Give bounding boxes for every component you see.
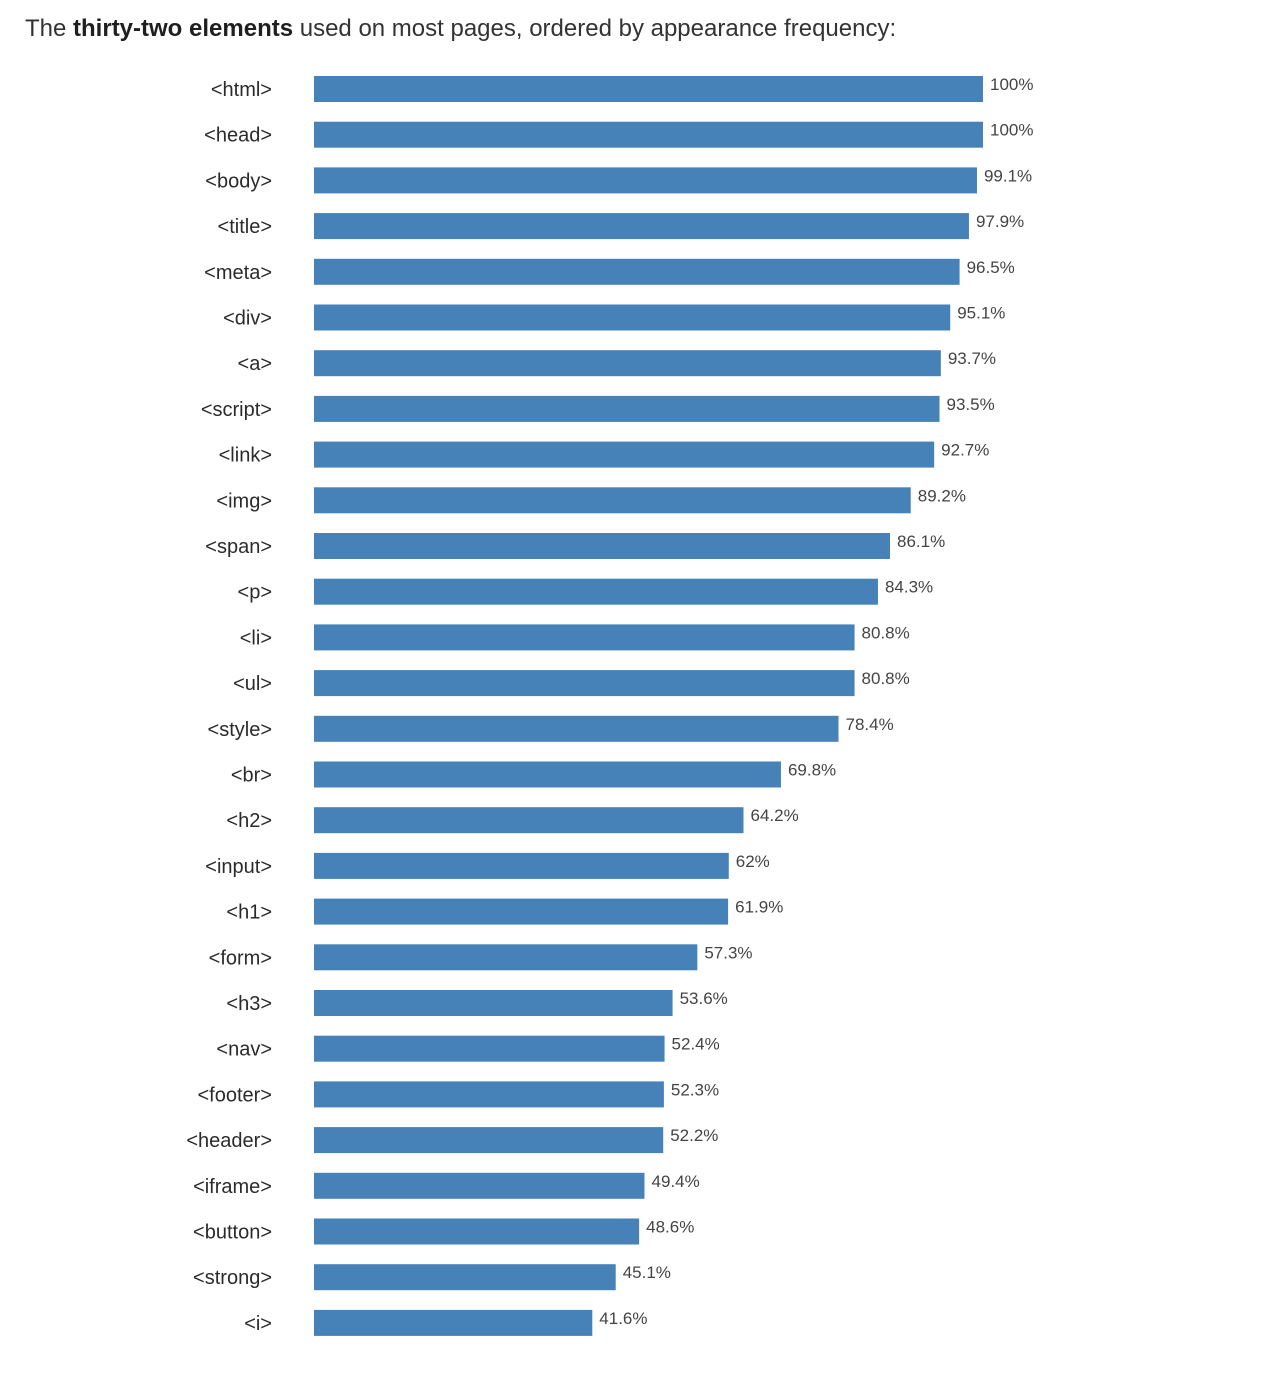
category-label: <i>	[244, 1313, 272, 1335]
category-label: <h3>	[226, 993, 272, 1015]
chart-caption: The thirty-two elements used on most pag…	[25, 12, 896, 46]
bar	[314, 1309, 593, 1336]
caption-suffix: used on most pages, ordered by appearanc…	[293, 15, 897, 42]
value-label: 57.3%	[704, 943, 752, 962]
bar	[314, 898, 729, 925]
category-label: <header>	[186, 1130, 272, 1152]
bar	[314, 761, 781, 788]
caption-bold: thirty-two elements	[73, 15, 294, 42]
value-label: 84.3%	[885, 578, 933, 597]
bar	[314, 1264, 616, 1291]
bar	[314, 1035, 665, 1062]
value-label: 96.5%	[967, 258, 1015, 277]
category-label: <body>	[205, 170, 272, 192]
category-label: <br>	[231, 765, 272, 787]
bar	[314, 213, 969, 240]
category-label: <html>	[211, 79, 272, 101]
category-label: <link>	[219, 445, 272, 467]
bar	[314, 304, 951, 331]
value-label: 53.6%	[680, 989, 728, 1008]
category-label: <img>	[216, 490, 272, 512]
category-label: <h2>	[226, 810, 272, 832]
bar	[314, 533, 891, 559]
value-label: 100%	[990, 121, 1033, 140]
value-label: 49.4%	[651, 1172, 699, 1191]
bar	[314, 578, 878, 605]
bar	[314, 944, 698, 971]
value-label: 78.4%	[845, 715, 893, 734]
bar	[314, 807, 744, 834]
category-label: <button>	[193, 1222, 272, 1244]
category-label: <meta>	[204, 262, 272, 284]
category-label: <input>	[205, 856, 272, 878]
category-label: <form>	[209, 947, 272, 969]
category-label: <style>	[208, 719, 272, 741]
bar	[314, 167, 977, 194]
value-label: 69.8%	[788, 761, 836, 780]
value-label: 52.3%	[671, 1080, 719, 1099]
category-label: <h1>	[226, 902, 272, 924]
value-label: 62%	[736, 852, 770, 871]
value-label: 45.1%	[623, 1263, 671, 1282]
bar	[314, 76, 983, 102]
category-label: <title>	[218, 216, 272, 238]
bar	[314, 670, 855, 697]
value-label: 64.2%	[750, 806, 798, 825]
category-label: <span>	[205, 536, 272, 558]
category-label: <nav>	[216, 1039, 272, 1061]
bar	[314, 1127, 664, 1154]
category-label: <p>	[238, 582, 272, 604]
value-label: 99.1%	[984, 166, 1032, 185]
value-label: 93.7%	[948, 349, 996, 368]
value-label: 95.1%	[957, 304, 1005, 323]
value-label: 80.8%	[862, 669, 910, 688]
value-label: 52.4%	[672, 1035, 720, 1054]
value-label: 92.7%	[941, 441, 989, 460]
bar	[314, 624, 855, 651]
value-label: 61.9%	[735, 898, 783, 917]
category-label: <script>	[201, 399, 272, 421]
bar	[314, 1172, 645, 1199]
value-label: 93.5%	[947, 395, 995, 414]
category-label: <div>	[223, 308, 272, 330]
bar	[314, 852, 729, 879]
value-label: 52.2%	[670, 1126, 718, 1145]
category-label: <head>	[204, 125, 272, 147]
bar	[314, 441, 935, 468]
bar	[314, 258, 960, 285]
bar	[314, 990, 673, 1016]
value-label: 80.8%	[862, 623, 910, 642]
bar	[314, 395, 940, 422]
value-label: 86.1%	[897, 532, 945, 551]
category-label: <li>	[240, 627, 272, 649]
bar	[314, 121, 983, 148]
value-label: 97.9%	[976, 212, 1024, 231]
value-label: 48.6%	[646, 1218, 694, 1237]
value-label: 89.2%	[918, 486, 966, 505]
bar	[314, 1081, 664, 1108]
value-label: 41.6%	[599, 1309, 647, 1328]
caption-prefix: The	[25, 15, 74, 42]
bar	[314, 350, 941, 377]
value-label: 100%	[990, 75, 1033, 94]
bar	[314, 487, 911, 514]
category-label: <iframe>	[193, 1176, 272, 1198]
category-label: <strong>	[193, 1267, 272, 1289]
category-label: <a>	[238, 353, 272, 375]
category-label: <footer>	[197, 1084, 272, 1106]
bar	[314, 715, 839, 742]
bar	[314, 1218, 640, 1245]
category-label: <ul>	[233, 673, 272, 695]
